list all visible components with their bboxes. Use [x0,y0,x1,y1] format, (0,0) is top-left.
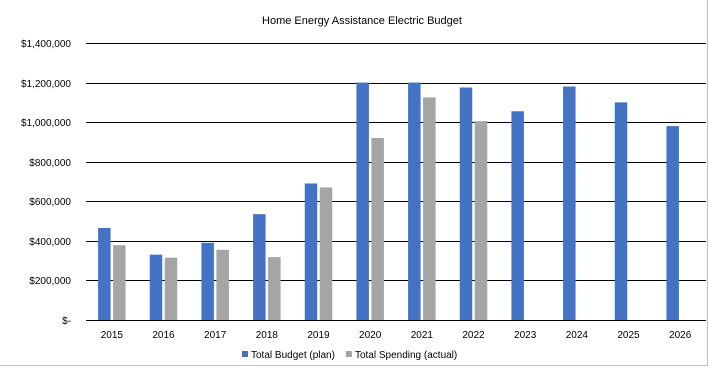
gridlines [86,43,706,321]
x-tick-label: 2020 [359,330,382,341]
bar-budget [459,87,473,321]
legend-swatch [345,351,352,357]
bar-budget [563,86,576,321]
x-tick-label: 2026 [669,330,692,341]
bar-spending [268,257,281,320]
bar-budget [201,242,214,320]
bar-budget [408,82,421,320]
bar-spending [216,249,229,320]
chart-title: Home Energy Assistance Electric Budget [262,15,462,27]
x-axis-tick-labels: 2015 2016 2017 2018 2019 2020 2021 2022 2023 2024… [101,330,692,341]
legend-label: Total Budget (plan) [251,350,335,361]
legend: Total Budget (plan) Total Spending (actua… [242,350,457,361]
x-tick-label: 2025 [617,330,640,341]
x-tick-label: 2022 [462,330,485,341]
y-tick-label: $800,000 [29,158,71,169]
y-tick-label: $1,400,000 [21,39,71,50]
y-tick-label: $1,200,000 [21,79,71,90]
bar-budget [98,227,111,320]
x-tick-label: 2019 [307,330,330,341]
legend-label: Total Spending (actual) [355,350,457,361]
bar-spending [474,121,488,321]
bar-budget [253,214,266,320]
bar-spending [371,137,384,320]
x-tick-label: 2017 [204,330,227,341]
y-tick-label: $1,000,000 [21,118,71,129]
bar-budget [666,126,679,320]
bar-budget [304,183,318,320]
bar-spending [423,97,436,321]
bars [98,82,679,321]
bar-budget [149,254,163,320]
x-tick-label: 2015 [101,330,124,341]
bar-spending [164,257,178,320]
bar-spending [113,245,126,320]
y-tick-label: $200,000 [29,276,71,287]
bar-spending [319,187,333,320]
x-tick-label: 2018 [256,330,279,341]
bar-budget [511,111,524,320]
x-tick-label: 2024 [566,330,589,341]
y-tick-label: $600,000 [29,197,71,208]
y-tick-label: $400,000 [29,237,71,248]
y-axis-tick-labels: $- $200,000 $400,000 $600,000 $800,000 $1,000… [21,39,71,327]
y-tick-label: $- [62,316,71,327]
x-tick-label: 2021 [411,330,434,341]
x-tick-label: 2016 [152,330,175,341]
x-tick-label: 2023 [514,330,537,341]
bar-budget [614,102,628,320]
legend-swatch [242,351,248,357]
bar-budget [356,82,369,320]
